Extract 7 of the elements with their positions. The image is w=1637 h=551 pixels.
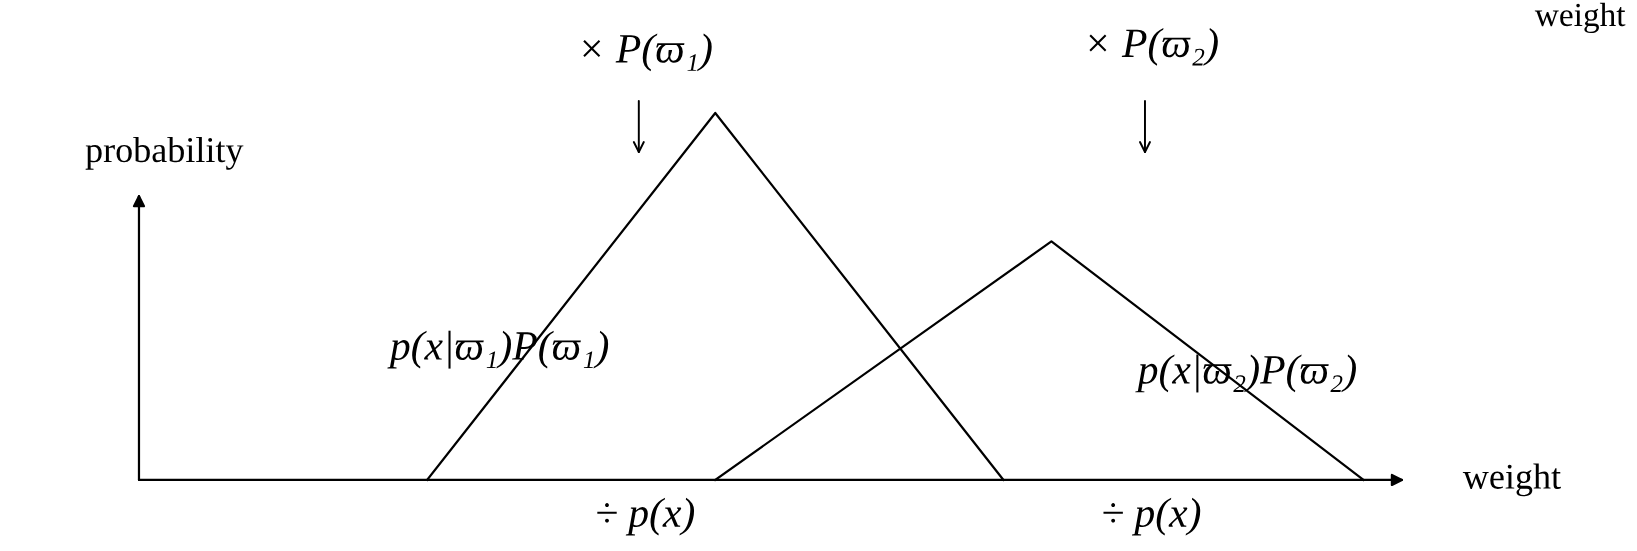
text: × P(ϖ₂) bbox=[1089, 28, 1218, 66]
text: ÷ p(x) bbox=[1103, 497, 1201, 536]
x-axis-title: weight bbox=[1462, 463, 1561, 497]
text: × P(ϖ₁) bbox=[583, 33, 712, 72]
text: ÷ p(x) bbox=[597, 497, 695, 536]
text: weight bbox=[1534, 2, 1626, 34]
y-axis-title: probability bbox=[85, 136, 244, 170]
